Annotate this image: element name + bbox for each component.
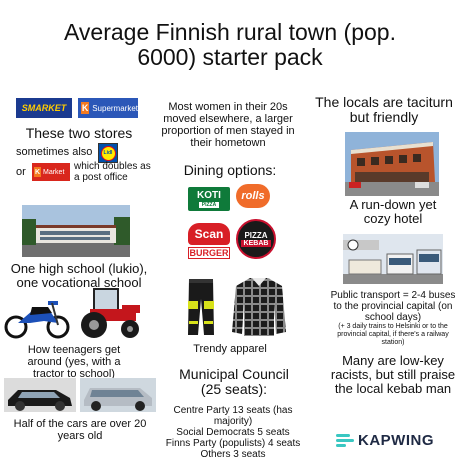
kotipizza-logo: KOTI PIZZA — [188, 187, 230, 211]
old-sedan-illustration — [4, 378, 76, 412]
rolls-logo: rolls — [236, 184, 270, 208]
smarket-logo: SMARKET — [16, 98, 72, 118]
council-line-centre: Centre Party 13 seats (has majority) — [173, 405, 293, 427]
or-text: or — [16, 166, 26, 178]
sometimes-also-text: sometimes also — [16, 146, 93, 158]
flannel-shirt-illustration — [232, 278, 286, 336]
pizza-kebab-logo: PIZZA KEBAB — [236, 219, 276, 259]
bus-station-illustration — [343, 234, 443, 284]
pizza-logo-text: PIZZA — [244, 231, 268, 240]
scan-burger-logo: Scan BURGER — [188, 223, 230, 259]
kebab-logo-text: KEBAB — [240, 240, 272, 247]
kotipizza-logo-sub: PIZZA — [198, 202, 220, 208]
motorcycle-photo — [4, 293, 70, 339]
scan-logo-text: Scan — [188, 223, 230, 245]
k-supermarket-logo: K Supermarket — [78, 98, 138, 118]
tractor-photo — [72, 287, 144, 339]
smarket-logo-text: SMARKET — [21, 103, 67, 113]
hotel-text: A run-down yet cozy hotel — [349, 197, 437, 226]
work-trousers-photo — [186, 277, 216, 337]
k-supermarket-logo-text: Supermarket — [92, 103, 138, 113]
old-wagon-illustration — [80, 378, 156, 412]
council-heading: Municipal Council (25 seats): — [179, 366, 289, 397]
stores-heading: These two stores — [25, 125, 133, 141]
kapwing-watermark: KAPWING — [336, 430, 452, 450]
k-market-mark: K — [34, 167, 41, 177]
school-text: One high school (lukio), one vocational … — [10, 261, 148, 290]
teenagers-text: How teenagers get around (yes, with a tr… — [27, 344, 121, 380]
burger-logo-text: BURGER — [188, 247, 230, 259]
page-title: Average Finnish rural town (pop. 6000) s… — [64, 19, 396, 70]
post-office-text: which doubles as a post office — [74, 161, 151, 183]
cars-text: Half of the cars are over 20 years old — [13, 418, 147, 442]
old-wagon-photo — [80, 378, 156, 412]
k-logo-mark: K — [81, 102, 90, 114]
lidl-logo-mark: Lidl — [100, 145, 116, 161]
flannel-shirt-photo — [232, 276, 286, 338]
council-line-others: Others 3 seats — [200, 449, 266, 460]
motorcycle-illustration — [4, 301, 70, 339]
lidl-logo: Lidl — [98, 143, 118, 163]
school-illustration — [22, 205, 130, 257]
hotel-photo — [345, 132, 439, 196]
kapwing-icon — [336, 433, 354, 447]
apparel-text: Trendy apparel — [193, 343, 267, 355]
women-text: Most women in their 20s moved elsewhere,… — [161, 101, 295, 149]
hotel-illustration — [345, 132, 439, 196]
transport-note: (+ 3 daily trains to Helsinki or to the … — [337, 323, 449, 346]
old-car-photo — [4, 378, 76, 412]
transport-photo — [343, 234, 443, 284]
kotipizza-logo-text: KOTI — [197, 190, 221, 201]
dining-heading: Dining options: — [183, 162, 277, 178]
council-line-sdp: Social Democrats 5 seats — [176, 427, 290, 438]
locals-text: The locals are taciturn but friendly — [315, 94, 453, 125]
transport-text: Public transport = 2-4 buses to the prov… — [330, 290, 456, 323]
school-photo — [22, 205, 130, 257]
tractor-illustration — [72, 287, 144, 339]
k-market-logo-text: Market — [43, 168, 65, 176]
kapwing-text: KAPWING — [358, 431, 434, 449]
council-seats-list: Centre Party 13 seats (has majority) Soc… — [158, 405, 308, 460]
racists-text: Many are low-key racists, but still prai… — [330, 353, 456, 396]
council-line-finns: Finns Party (populists) 4 seats — [165, 438, 301, 449]
k-market-logo: K Market — [32, 163, 70, 181]
work-trousers-illustration — [188, 279, 214, 335]
